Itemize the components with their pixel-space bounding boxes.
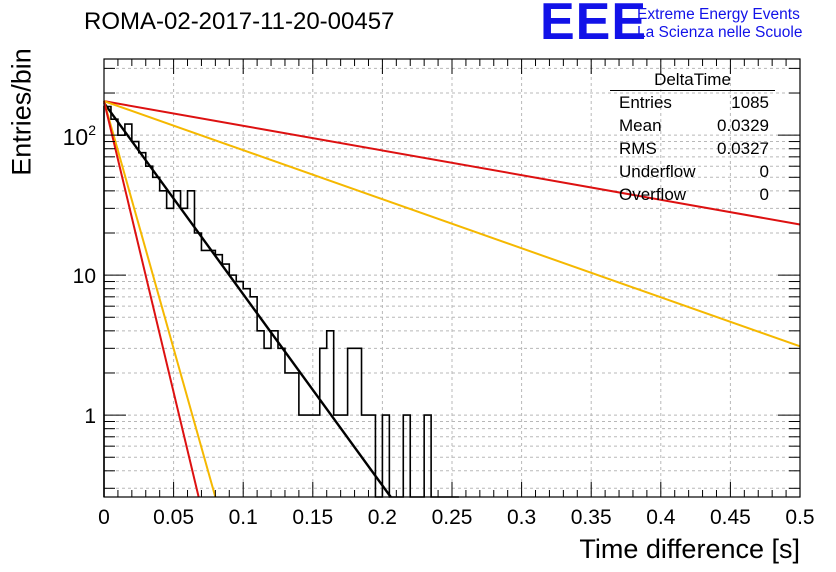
logo-line-1: Extreme Energy Events	[637, 6, 800, 23]
stat-value-underflow: 0	[759, 162, 769, 181]
stat-label-overflow: Overflow	[619, 185, 687, 204]
stats-title: DeltaTime	[654, 70, 731, 89]
stat-label-underflow: Underflow	[619, 162, 696, 181]
x-tick-label: 0.45	[710, 506, 751, 529]
axis-ticks	[103, 59, 801, 497]
eee-logo: EEE	[540, 0, 648, 51]
x-tick-label: 0.35	[571, 506, 612, 529]
histogram	[103, 105, 459, 498]
x-tick-label: 0.1	[229, 506, 258, 529]
stat-value-rms: 0.0327	[717, 139, 769, 158]
x-tick-label: 0.05	[153, 506, 194, 529]
x-tick-label: 0.4	[646, 506, 676, 529]
line-red-1	[103, 100, 801, 226]
line-yellow-2	[103, 100, 801, 348]
x-tick-labels: 0 0.05 0.1 0.15 0.2 0.25 0.3 0.35 0.4 0.45 0.5	[98, 506, 814, 529]
stats-box: DeltaTime Entries 1085 Mean 0.0329 RMS 0…	[610, 70, 775, 206]
x-tick-label: 0.2	[368, 506, 397, 529]
stat-value-overflow: 0	[759, 185, 769, 204]
stat-value-mean: 0.0329	[717, 116, 769, 135]
chart-title: ROMA-02-2017-11-20-00457	[84, 8, 395, 35]
y-tick-label: 10	[73, 265, 96, 288]
y-axis-label: Entries/bin	[6, 48, 37, 176]
x-tick-label: 0.5	[785, 506, 814, 529]
logo-line-2: La Scienza nelle Scuole	[637, 24, 803, 41]
stat-value-entries: 1085	[731, 93, 769, 112]
stat-label-rms: RMS	[619, 139, 657, 158]
histogram-steps	[103, 105, 459, 498]
stats-divider	[610, 90, 775, 91]
stat-label-entries: Entries	[619, 93, 672, 112]
x-tick-label: 0	[98, 506, 110, 529]
x-tick-label: 0.3	[507, 506, 536, 529]
line-black-0	[103, 102, 392, 498]
y-tick-label: 102	[63, 122, 97, 150]
stat-label-mean: Mean	[619, 116, 662, 135]
x-tick-label: 0.15	[292, 506, 333, 529]
fit-lines	[103, 100, 801, 498]
y-tick-label: 1	[84, 405, 96, 428]
x-tick-label: 0.25	[432, 506, 473, 529]
y-tick-labels: 1 10 102	[63, 122, 97, 428]
x-axis-label: Time difference [s]	[579, 534, 800, 564]
line-yellow-3	[103, 100, 217, 498]
line-red-4	[103, 100, 200, 498]
